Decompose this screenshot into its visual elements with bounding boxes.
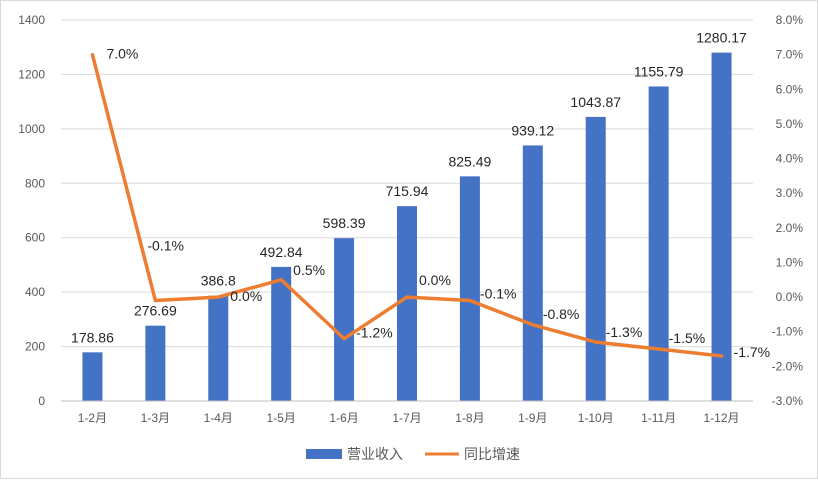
bar xyxy=(271,266,292,401)
x-tick-label: 1-8月 xyxy=(455,411,484,425)
x-axis: 1-2月 1-3月 1-4月 1-5月 1-6月 1-7月 1-8月 1-9月 1-10月 1-1… xyxy=(61,400,753,425)
bar-data-label: 825.49 xyxy=(448,153,491,169)
line-point xyxy=(90,53,94,57)
y-right-tick-label: 7.0% xyxy=(776,48,804,62)
bar-data-label: 939.12 xyxy=(511,122,554,138)
bar-data-label: 1043.87 xyxy=(570,94,621,110)
legend-swatch-revenue xyxy=(306,449,342,459)
y-left-tick-label: 600 xyxy=(25,231,45,245)
bar-data-labels: 178.86 276.69 386.8 492.84 598.39 715.94 825.4… xyxy=(71,30,747,346)
x-tick-label: 1-2月 xyxy=(78,411,107,425)
line-point xyxy=(657,347,661,351)
line-data-label: -1.7% xyxy=(734,344,771,360)
bar xyxy=(208,295,229,401)
x-tick-label: 1-3月 xyxy=(141,411,170,425)
x-tick-label: 1-7月 xyxy=(392,411,421,425)
line-point xyxy=(153,299,157,303)
line-data-label: -0.8% xyxy=(543,306,580,322)
bar xyxy=(82,352,103,401)
y-left-tick-label: 1400 xyxy=(18,13,45,27)
bar xyxy=(145,325,166,401)
x-tick-label: 1-10月 xyxy=(578,411,614,425)
y-right-tick-label: -1.0% xyxy=(772,325,804,339)
line-data-label: 7.0% xyxy=(106,46,138,62)
bar xyxy=(711,52,732,402)
bar xyxy=(397,206,417,401)
bar-data-label: 386.8 xyxy=(201,273,236,289)
bar-data-label: 598.39 xyxy=(323,215,366,231)
line-point xyxy=(468,299,472,303)
bar-data-label: 276.69 xyxy=(134,303,177,319)
bar-data-label: 715.94 xyxy=(386,183,429,199)
legend: 营业收入 同比增速 xyxy=(306,446,520,462)
line-data-label: 0.0% xyxy=(230,288,262,304)
x-tick-label: 1-4月 xyxy=(204,411,233,425)
line-point xyxy=(594,340,598,344)
x-tick-label: 1-9月 xyxy=(518,411,547,425)
y-axis-left: 0 200 400 600 800 1000 1200 1400 xyxy=(18,13,45,408)
y-right-tick-label: 1.0% xyxy=(776,255,804,269)
y-left-tick-label: 200 xyxy=(25,340,45,354)
line-point xyxy=(531,323,535,327)
x-tick-label: 1-11月 xyxy=(641,411,676,425)
bar xyxy=(522,145,543,401)
y-axis-right: -3.0% -2.0% -1.0% 0.0% 1.0% 2.0% 3.0% 4.0% 5.0% 6… xyxy=(772,13,804,408)
x-tick-label: 1-12月 xyxy=(704,411,740,425)
line-data-label: -0.1% xyxy=(480,286,517,302)
bar xyxy=(334,238,355,401)
line-point xyxy=(279,278,283,282)
y-left-tick-label: 400 xyxy=(25,285,45,299)
bar-data-label: 492.84 xyxy=(260,244,303,260)
y-right-tick-label: 4.0% xyxy=(776,152,804,166)
line-data-label: -1.3% xyxy=(606,324,643,340)
y-right-tick-label: -3.0% xyxy=(772,394,804,408)
line-point xyxy=(405,295,409,299)
line-data-label: 0.5% xyxy=(293,262,325,278)
bar-series xyxy=(82,52,732,402)
y-right-tick-label: 6.0% xyxy=(776,82,804,96)
y-right-tick-label: 8.0% xyxy=(776,13,804,27)
bar-data-label: 1280.17 xyxy=(696,30,747,46)
y-left-tick-label: 1200 xyxy=(18,67,45,81)
bar-data-label: 1155.79 xyxy=(634,63,684,79)
bar-data-label: 178.86 xyxy=(71,329,114,345)
line-data-label: 0.0% xyxy=(419,272,451,288)
y-left-tick-label: 1000 xyxy=(18,122,45,136)
y-left-tick-label: 0 xyxy=(38,394,45,408)
y-left-tick-label: 800 xyxy=(25,176,45,190)
y-right-tick-label: 5.0% xyxy=(776,117,804,131)
line-point xyxy=(720,354,724,358)
bar xyxy=(459,176,480,401)
y-right-tick-label: 0.0% xyxy=(776,290,804,304)
y-right-tick-label: -2.0% xyxy=(772,359,804,373)
line-point xyxy=(342,337,346,341)
line-series xyxy=(90,52,724,358)
y-right-tick-label: 2.0% xyxy=(776,221,804,235)
line-data-label: -1.5% xyxy=(669,330,706,346)
bar xyxy=(648,86,669,401)
y-right-tick-label: 3.0% xyxy=(776,186,804,200)
line-point xyxy=(216,295,220,299)
legend-label-revenue: 营业收入 xyxy=(347,446,403,462)
x-tick-label: 1-5月 xyxy=(267,411,296,425)
bar xyxy=(585,116,606,401)
line-data-label: -0.1% xyxy=(147,238,184,254)
x-tick-label: 1-6月 xyxy=(329,411,358,425)
line-data-label: -1.2% xyxy=(356,325,393,341)
line-data-labels: 7.0% -0.1% 0.0% 0.5% -1.2% 0.0% -0.1% -0.8% -1.3… xyxy=(106,46,770,360)
legend-label-growth: 同比增速 xyxy=(464,446,520,462)
